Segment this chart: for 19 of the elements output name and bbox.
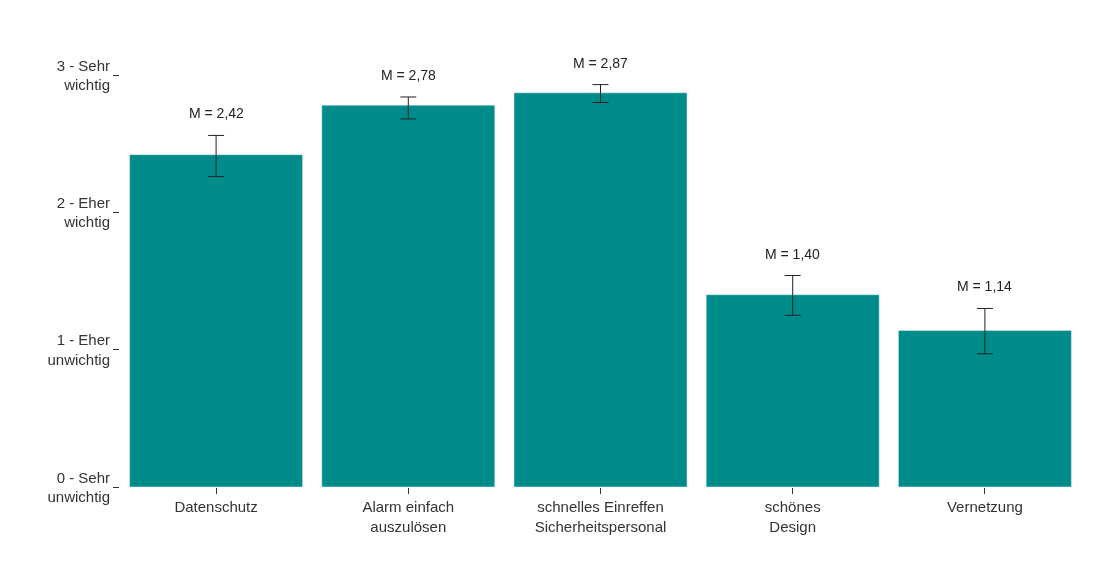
x-tick-label: Vernetzung [946,498,1023,515]
bar [321,104,496,487]
bar [129,154,303,487]
data-label: M = 2,42 [189,105,245,121]
x-tick-label: schönes Design [764,498,821,535]
bar [705,294,880,487]
x-tick-label: schnelles Einreffen Sicherheitspersonal [534,498,667,535]
data-label: M = 2,87 [573,55,629,71]
data-label: M = 2,78 [381,67,437,83]
data-label: M = 1,14 [957,278,1013,294]
y-tick-label: 0 - Sehr unwichtig [47,468,110,505]
y-tick-label: 3 - Sehr wichtig [56,56,110,93]
x-tick-label: Alarm einfach auszulösen [362,498,455,535]
y-tick-label: 1 - Eher unwichtig [47,331,110,368]
y-tick-label: 2 - Eher wichtig [56,193,110,231]
data-label: M = 1,40 [765,246,821,262]
bar [898,330,1072,487]
bar [513,92,688,487]
x-tick-label: Datenschutz [174,498,258,515]
